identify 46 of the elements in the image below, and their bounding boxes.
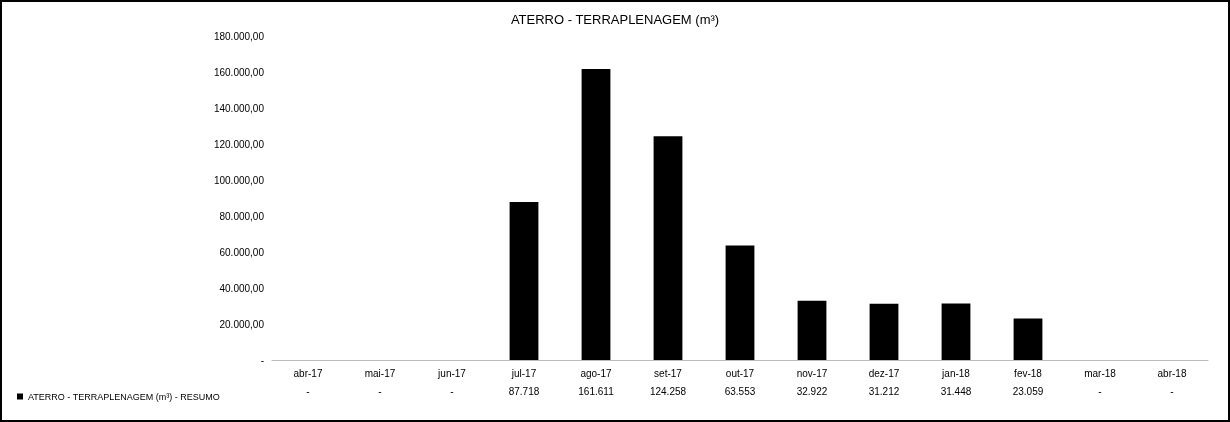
bar [869, 303, 899, 360]
y-tick-label: 40.000,00 [219, 282, 265, 294]
data-label: 87.718 [508, 385, 540, 397]
y-tick-label: 60.000,00 [219, 246, 265, 258]
x-tick-label: jan-18 [941, 367, 971, 379]
y-tick-label: 20.000,00 [219, 318, 265, 330]
x-tick-label: out-17 [725, 367, 755, 379]
x-tick-label: fev-18 [1014, 367, 1043, 379]
bar [653, 136, 683, 360]
data-label: - [450, 385, 454, 397]
legend-label: ATERRO - TERRAPLENAGEM (m³) - RESUMO [28, 391, 220, 402]
x-tick-label: mai-17 [364, 367, 396, 379]
x-tick-label: mar-18 [1084, 367, 1117, 379]
x-tick-label: nov-17 [796, 367, 828, 379]
y-tick-label: 160.000,00 [213, 66, 265, 78]
data-label: 31.448 [940, 385, 972, 397]
data-label: 32.922 [796, 385, 828, 397]
data-label: - [378, 385, 382, 397]
bar [941, 303, 971, 360]
x-tick-label: abr-17 [293, 367, 323, 379]
y-tick-label: 140.000,00 [213, 102, 265, 114]
x-tick-label: jul-17 [510, 367, 537, 379]
data-label: - [1170, 385, 1174, 397]
bar [509, 202, 539, 360]
data-label: 161.611 [578, 385, 615, 397]
x-tick-label: abr-18 [1157, 367, 1187, 379]
data-label: 124.258 [649, 385, 687, 397]
bar [725, 245, 755, 360]
y-tick-label: 180.000,00 [213, 30, 265, 42]
y-tick-label: 100.000,00 [213, 174, 265, 186]
chart-title: ATERRO - TERRAPLENAGEM (m³) [510, 12, 720, 27]
data-label: 31.212 [868, 385, 900, 397]
x-tick-label: ago-17 [580, 367, 613, 379]
bar [797, 300, 827, 360]
x-tick-label: dez-17 [868, 367, 900, 379]
bar [1013, 318, 1043, 360]
data-label: - [1098, 385, 1102, 397]
data-label: - [306, 385, 310, 397]
data-label: 23.059 [1012, 385, 1044, 397]
y-tick-label: 80.000,00 [219, 210, 265, 222]
x-tick-label: set-17 [654, 367, 683, 379]
x-tick-label: jun-17 [437, 367, 467, 379]
y-tick-label: 120.000,00 [213, 138, 265, 150]
y-tick-label: - [260, 354, 264, 366]
bar [581, 69, 611, 360]
data-label: 63.553 [724, 385, 756, 397]
